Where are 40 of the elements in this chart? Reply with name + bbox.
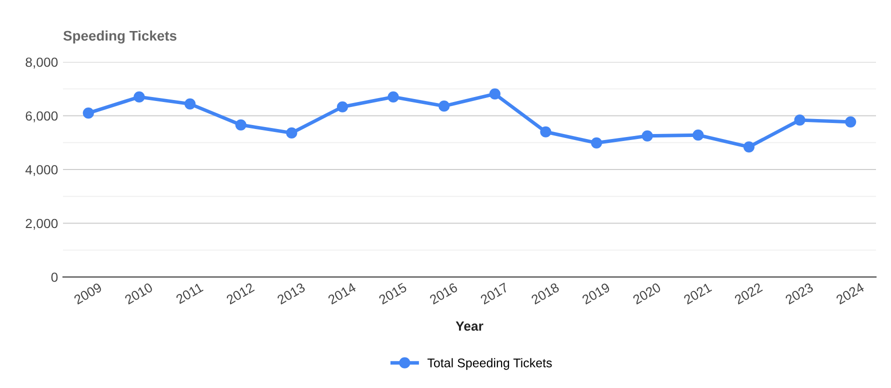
x-tick-label: 2024: [836, 282, 865, 305]
x-tick-label: 2013: [276, 282, 306, 305]
point: [743, 141, 755, 152]
x-tick-label: 2011: [175, 282, 204, 304]
x-tick-label: 2014: [327, 282, 357, 305]
x-tick-label: 2021: [683, 282, 712, 305]
x-tick-label: 2012: [226, 282, 255, 305]
x-tick-label: 2015: [378, 282, 408, 305]
point: [845, 116, 856, 128]
y-tick-label: 6,000: [26, 111, 58, 122]
point: [540, 126, 552, 138]
point: [235, 119, 246, 130]
x-tick-label: 2017: [480, 282, 509, 305]
x-tick-label: 2018: [530, 282, 560, 305]
x-tick-label: 2020: [632, 282, 662, 305]
point: [794, 114, 806, 126]
x-tick-label: 2016: [429, 282, 458, 305]
point: [489, 88, 500, 100]
point: [286, 127, 298, 139]
x-tick-label: 2009: [73, 282, 102, 305]
point: [336, 101, 348, 112]
x-tick-label: 2022: [734, 282, 763, 305]
y-tick-label: 0: [51, 272, 58, 282]
y-tick-label: 2,000: [26, 218, 58, 230]
y-tick-label: 4,000: [25, 165, 58, 176]
x-tick-label: 2023: [784, 282, 814, 305]
point: [388, 91, 399, 102]
point: [82, 108, 94, 119]
x-tick-label: 2019: [581, 282, 610, 305]
x-tick-label: 2010: [124, 282, 154, 305]
legend-label: Total Speeding Tickets: [427, 358, 552, 370]
x-axis-title: Year: [456, 322, 484, 331]
point: [184, 98, 196, 110]
chart-title: Speeding Tickets: [63, 30, 176, 44]
point: [438, 100, 450, 112]
y-tick-label: 8,000: [26, 58, 58, 68]
point: [692, 130, 704, 141]
point: [134, 91, 145, 102]
point: [642, 130, 653, 142]
point: [590, 137, 602, 148]
